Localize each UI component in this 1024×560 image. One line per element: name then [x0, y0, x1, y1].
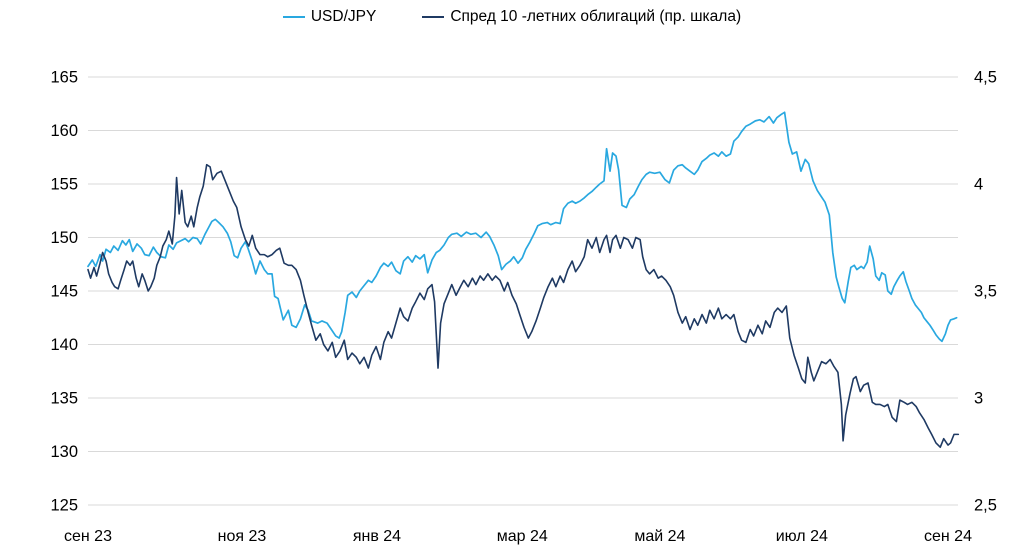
legend-label-spread: Спред 10 -летних облигаций (пр. шкала): [450, 8, 742, 25]
y-left-tick-label: 160: [50, 122, 78, 140]
chart-legend: USD/JPY Спред 10 -летних облигаций (пр. …: [0, 8, 1024, 26]
y-left-tick-label: 150: [50, 229, 78, 247]
usdjpy-line-swatch-icon: [282, 16, 305, 18]
series-line-usdjpy: [87, 111, 958, 343]
y-left-tick-label: 140: [50, 336, 78, 354]
legend-item-spread: Спред 10 -летних облигаций (пр. шкала): [422, 8, 741, 26]
y-axis-right-labels: 4,5 4 3,5 3 2,5: [974, 69, 997, 515]
y-right-tick-label: 3: [974, 390, 983, 408]
series-line-spread: [87, 163, 960, 449]
y-axis-left-labels: 165 160 155 150 145 140 135 130 125: [50, 69, 78, 515]
y-left-tick-label: 125: [50, 497, 78, 515]
legend-item-usdjpy: USD/JPY: [282, 8, 377, 26]
y-left-tick-label: 135: [50, 390, 78, 408]
y-left-tick-label: 155: [50, 176, 78, 194]
y-right-tick-label: 3,5: [974, 283, 997, 301]
x-tick-label: сен 24: [924, 528, 972, 545]
x-tick-label: июл 24: [776, 528, 828, 545]
legend-label-usdjpy: USD/JPY: [310, 8, 377, 25]
x-tick-label: мар 24: [497, 528, 548, 545]
y-right-tick-label: 2,5: [974, 497, 997, 515]
x-tick-label: янв 24: [353, 528, 401, 545]
gridlines: [88, 76, 958, 506]
x-tick-label: ноя 23: [218, 528, 267, 545]
y-right-tick-label: 4,5: [974, 69, 997, 87]
y-right-tick-label: 4: [974, 176, 983, 194]
y-left-tick-label: 165: [50, 69, 78, 87]
spread-line-swatch-icon: [422, 16, 445, 18]
x-tick-label: май 24: [634, 528, 685, 545]
x-tick-label: сен 23: [64, 528, 112, 545]
x-axis-labels: сен 23 ноя 23 янв 24 мар 24 май 24 июл 24 сен …: [64, 528, 972, 545]
y-left-tick-label: 145: [50, 283, 78, 301]
y-left-tick-label: 130: [50, 443, 78, 461]
